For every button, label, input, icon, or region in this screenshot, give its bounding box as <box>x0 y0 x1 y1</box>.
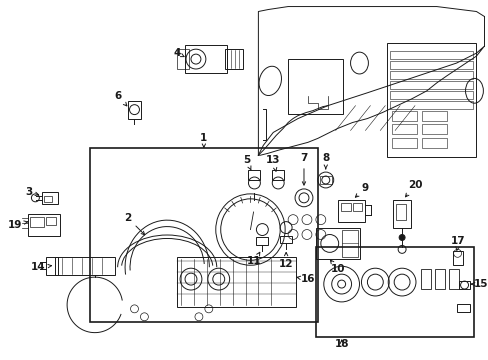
Bar <box>389 51 472 59</box>
Bar <box>421 125 446 134</box>
Text: 12: 12 <box>278 252 293 269</box>
Bar <box>315 247 473 337</box>
Bar <box>421 111 446 121</box>
Text: 6: 6 <box>114 91 126 106</box>
Circle shape <box>398 234 404 240</box>
Text: 1: 1 <box>200 133 207 147</box>
Text: 8: 8 <box>322 153 329 169</box>
Bar <box>46 257 58 275</box>
Bar <box>391 138 416 148</box>
Bar <box>456 304 469 312</box>
Bar <box>389 101 472 109</box>
Bar <box>395 204 405 220</box>
Bar <box>391 125 416 134</box>
Text: 20: 20 <box>405 180 421 197</box>
Bar <box>341 230 357 257</box>
Bar <box>256 238 268 246</box>
Bar <box>46 217 56 225</box>
Bar <box>224 49 242 69</box>
Bar <box>248 170 260 180</box>
Text: 19: 19 <box>7 220 27 230</box>
Bar <box>55 257 115 275</box>
Bar <box>287 59 342 114</box>
Text: 4: 4 <box>173 48 184 58</box>
Bar <box>389 91 472 99</box>
Bar <box>434 269 444 289</box>
Bar <box>389 71 472 79</box>
Bar <box>421 138 446 148</box>
Bar <box>127 101 141 118</box>
Text: 14: 14 <box>31 262 51 272</box>
Bar <box>42 192 58 204</box>
Bar <box>184 45 226 73</box>
Bar <box>458 281 469 289</box>
Text: 7: 7 <box>300 153 307 185</box>
Bar <box>389 81 472 89</box>
Bar <box>44 196 52 202</box>
Text: 15: 15 <box>470 279 488 289</box>
Bar <box>177 49 189 69</box>
Text: 9: 9 <box>355 183 368 197</box>
Text: 13: 13 <box>265 155 280 171</box>
Bar <box>315 228 360 259</box>
Bar <box>90 148 317 322</box>
Text: 10: 10 <box>330 260 344 274</box>
Text: 3: 3 <box>25 187 39 197</box>
Text: 16: 16 <box>297 274 315 284</box>
Text: 5: 5 <box>243 155 251 171</box>
Bar <box>452 251 462 265</box>
Bar <box>391 111 416 121</box>
Bar <box>448 269 458 289</box>
Text: 11: 11 <box>246 252 261 266</box>
Bar <box>389 61 472 69</box>
Bar <box>28 214 60 235</box>
Text: 17: 17 <box>450 237 465 250</box>
Bar <box>280 235 291 243</box>
Bar <box>177 257 295 307</box>
Bar <box>352 203 362 211</box>
Bar <box>319 176 331 184</box>
Text: 2: 2 <box>123 213 144 235</box>
Bar <box>337 200 365 222</box>
Text: 18: 18 <box>334 338 348 348</box>
Bar <box>420 269 430 289</box>
Bar <box>340 203 350 211</box>
Bar <box>272 170 284 180</box>
Bar <box>392 200 410 228</box>
Bar <box>386 43 475 157</box>
Bar <box>30 217 44 226</box>
